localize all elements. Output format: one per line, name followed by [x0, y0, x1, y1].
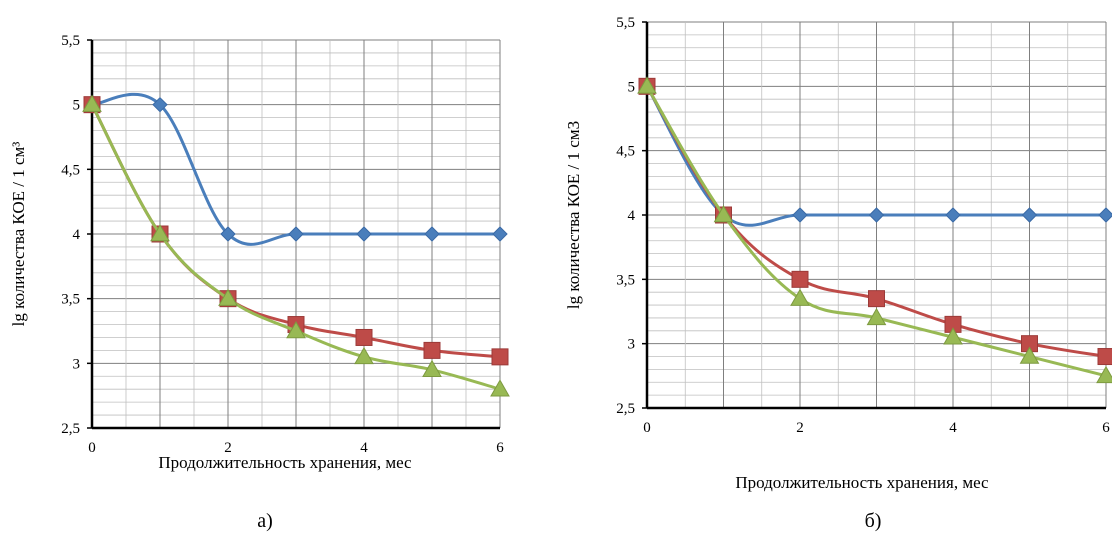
data-point-square — [491, 348, 509, 366]
data-point-triangle — [1096, 365, 1112, 384]
y-tick-label: 3 — [73, 356, 81, 372]
y-tick-label: 2,5 — [616, 401, 635, 417]
data-point-triangle — [354, 346, 374, 365]
data-point-diamond — [356, 226, 372, 242]
series-3 — [82, 94, 510, 397]
data-point-triangle — [790, 288, 810, 306]
data-point-triangle — [866, 307, 887, 326]
x-tick-label: 0 — [643, 420, 651, 436]
series-3 — [637, 76, 1112, 384]
data-point-triangle — [82, 94, 102, 112]
x-tick-label: 4 — [949, 420, 957, 436]
chart-a: 2,5 3 3,5 4 4,5 5 5,5 0 2 4 6 Продолжительность хра… — [9, 33, 510, 532]
y-tick-label: 3 — [628, 337, 636, 353]
x-tick-label: 4 — [360, 440, 368, 456]
y-tick-label: 4,5 — [616, 144, 635, 160]
data-point-triangle — [422, 359, 442, 378]
panel-caption: б) — [865, 510, 882, 532]
data-point-square — [1097, 348, 1112, 366]
x-tick-label: 2 — [224, 440, 232, 456]
x-tick-label: 2 — [796, 420, 804, 436]
data-point-triangle — [637, 76, 657, 94]
grid — [91, 39, 501, 429]
y-axis-title: lg количества КОЕ / 1 см3 — [564, 121, 583, 309]
y-tick-label: 4 — [73, 227, 81, 243]
data-point-square — [868, 290, 885, 308]
data-point-diamond — [492, 226, 508, 242]
data-point-diamond — [288, 226, 304, 242]
x-axis-title: Продолжительность хранения, мес — [158, 453, 412, 472]
data-point-triangle — [286, 320, 306, 339]
data-point-triangle — [713, 204, 734, 223]
data-point-diamond — [152, 96, 168, 113]
data-point-diamond — [1021, 207, 1038, 223]
y-tick-label: 4 — [628, 208, 636, 224]
data-point-square — [355, 328, 373, 346]
y-tick-label: 5 — [628, 79, 636, 95]
data-point-triangle — [943, 327, 963, 345]
data-point-diamond — [1098, 207, 1112, 223]
x-tick-label: 6 — [1102, 420, 1110, 436]
data-point-triangle — [218, 288, 238, 306]
y-tick-label: 3,5 — [61, 292, 80, 308]
chart-b: 2,5 3 3,5 4 4,5 5 5,5 0 2 4 6 Продолжительность хра… — [564, 15, 1112, 532]
data-point-triangle — [150, 223, 170, 242]
data-point-diamond — [220, 226, 236, 242]
x-tick-label: 6 — [496, 440, 504, 456]
y-axis-title: lg количества КОЕ / 1 см³ — [9, 142, 28, 327]
data-point-triangle — [1019, 346, 1040, 364]
data-point-square — [423, 341, 441, 359]
data-point-diamond — [792, 207, 808, 223]
y-tick-label: 2,5 — [61, 421, 80, 437]
y-tick-label: 5,5 — [616, 15, 635, 31]
data-point-diamond — [868, 207, 885, 223]
y-tick-label: 3,5 — [616, 272, 635, 288]
x-tick-label: 0 — [88, 440, 96, 456]
data-point-square — [791, 270, 809, 288]
y-tick-label: 5 — [73, 98, 81, 114]
data-point-diamond — [424, 226, 440, 242]
panel-caption: а) — [257, 510, 273, 532]
y-tick-label: 4,5 — [61, 162, 80, 178]
y-tick-label: 5,5 — [61, 33, 80, 49]
x-axis-title: Продолжительность хранения, мес — [735, 473, 989, 492]
data-point-diamond — [945, 207, 961, 223]
data-point-triangle — [490, 379, 510, 397]
